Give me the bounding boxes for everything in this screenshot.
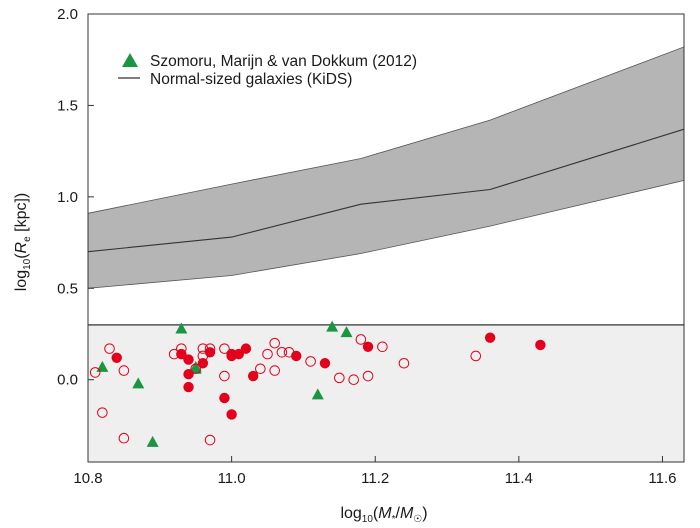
open-circle-point bbox=[176, 343, 187, 354]
open-circle-point bbox=[104, 343, 115, 354]
filled-circle-point bbox=[362, 341, 374, 352]
open-circle-point bbox=[283, 346, 295, 358]
open-circle-point bbox=[97, 407, 108, 418]
filled-circle-point bbox=[111, 352, 122, 363]
open-circle-point bbox=[118, 432, 130, 444]
open-circle-point bbox=[362, 370, 374, 382]
open-circle-point bbox=[197, 350, 209, 362]
open-circle-point bbox=[89, 367, 101, 378]
open-circle-point bbox=[219, 343, 230, 354]
x-tick-label: 10.8 bbox=[73, 470, 102, 487]
open-circle-point bbox=[168, 348, 180, 360]
compact-region-shading bbox=[88, 324, 684, 462]
triangle-point bbox=[311, 388, 324, 400]
open-circle-point bbox=[262, 348, 273, 360]
open-circle-point bbox=[204, 434, 216, 446]
legend-label-kids: Normal-sized galaxies (KiDS) bbox=[150, 71, 352, 88]
legend-triangle-marker bbox=[122, 53, 138, 67]
filled-circle-point bbox=[535, 339, 546, 351]
x-tick-label: 11.6 bbox=[648, 470, 676, 487]
filled-circle-point bbox=[484, 332, 496, 343]
plot-frame bbox=[87, 13, 685, 463]
triangle-point bbox=[340, 326, 353, 338]
triangle-point bbox=[175, 322, 188, 334]
y-tick-label: 0.5 bbox=[57, 280, 78, 297]
y-tick-label: 2.0 bbox=[57, 6, 78, 23]
open-circle-point bbox=[204, 343, 216, 354]
open-circle-point bbox=[255, 363, 266, 375]
filled-circle-point bbox=[233, 348, 244, 360]
legend-label-szomoru: Szomoru, Marijn & van Dokkum (2012) bbox=[150, 53, 417, 70]
y-tick-label: 1.5 bbox=[57, 97, 78, 114]
filled-circle-point bbox=[219, 392, 230, 404]
open-circle-point bbox=[348, 374, 359, 386]
filled-circle-point bbox=[183, 369, 194, 380]
filled-circle-point bbox=[183, 354, 194, 365]
open-circle-point bbox=[377, 341, 388, 353]
open-circle-point bbox=[276, 346, 288, 358]
triangle-point bbox=[189, 360, 202, 372]
open-circle-point bbox=[398, 357, 410, 369]
open-circle-point bbox=[305, 356, 316, 367]
x-tick-label: 11.0 bbox=[218, 470, 246, 487]
filled-circle-point bbox=[183, 381, 194, 393]
filled-circle-point bbox=[197, 358, 209, 369]
open-circle-point bbox=[269, 365, 280, 376]
open-circle-point bbox=[470, 350, 482, 362]
triangle-point bbox=[326, 320, 339, 332]
x-tick-label: 11.4 bbox=[505, 470, 533, 487]
open-circle-point bbox=[355, 334, 367, 345]
y-tick-label: 0.0 bbox=[57, 372, 78, 389]
open-circle-point bbox=[219, 370, 230, 382]
open-circle-point bbox=[190, 363, 202, 375]
filled-circle-point bbox=[319, 358, 331, 369]
open-circle-point bbox=[334, 372, 345, 384]
normal-size-median-line bbox=[87, 128, 685, 253]
open-circle-point bbox=[118, 365, 130, 376]
filled-circle-point bbox=[247, 370, 259, 382]
legend: Szomoru, Marijn & van Dokkum (2012) Norm… bbox=[118, 53, 417, 88]
x-tick-label: 11.2 bbox=[361, 470, 389, 487]
triangle-point bbox=[146, 435, 159, 447]
open-circle-point bbox=[197, 343, 209, 354]
open-circle-point bbox=[269, 337, 280, 349]
data-points bbox=[89, 320, 546, 447]
axis-ticks: 10.8 11.0 11.2 11.4 11.6 0.0 0.5 1.0 1.5 2.0 bbox=[57, 6, 676, 487]
filled-circle-point bbox=[240, 343, 252, 354]
y-tick-label: 1.0 bbox=[57, 189, 78, 206]
triangle-point bbox=[132, 377, 145, 389]
filled-circle-point bbox=[226, 409, 237, 420]
